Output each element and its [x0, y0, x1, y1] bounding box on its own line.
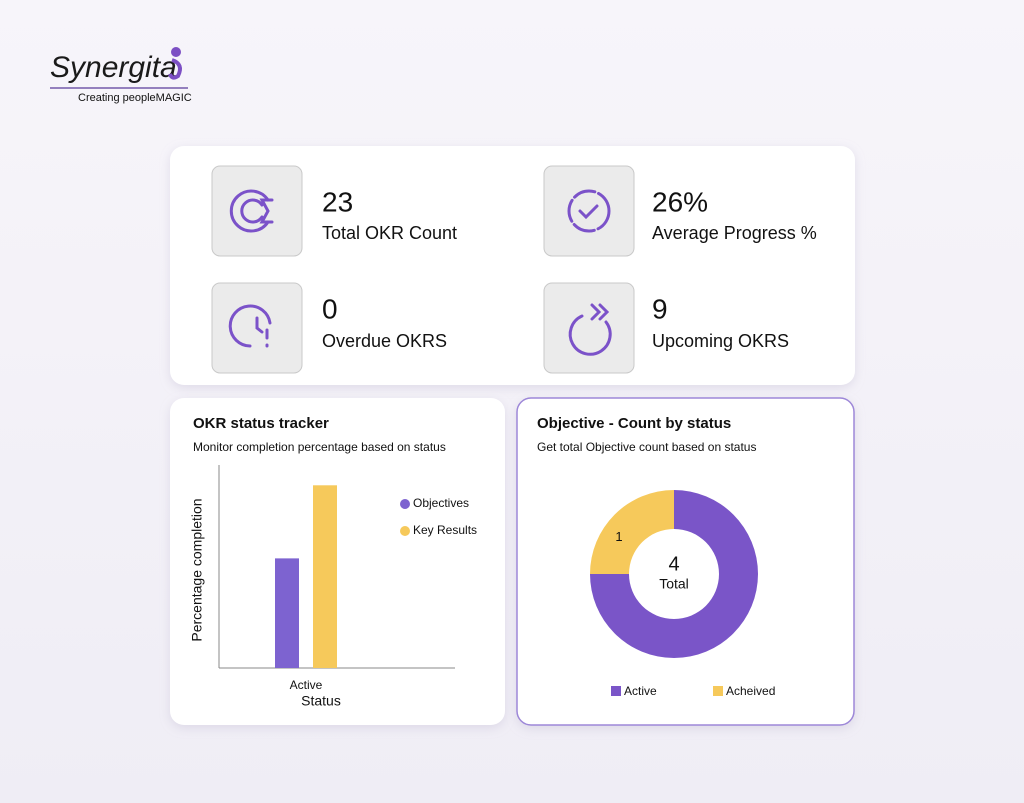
chart-subtitle: Get total Objective count based on statu… — [537, 440, 756, 454]
center-label: Total — [659, 576, 689, 592]
center-value: 4 — [668, 553, 679, 575]
icon-box — [543, 165, 635, 257]
logo-tagline: Creating peopleMAGIC — [78, 92, 192, 104]
legend-swatch — [400, 526, 410, 536]
chart-title: Objective - Count by status — [537, 415, 731, 432]
icon-progress — [567, 189, 611, 233]
legend-label: Acheived — [726, 684, 775, 698]
chart-card — [516, 397, 855, 726]
stat-value: 0 — [322, 293, 338, 324]
x-tick-label: Active — [290, 678, 323, 692]
icon-overdue — [255, 316, 264, 334]
legend-label: Active — [624, 684, 657, 698]
icon-sigma — [240, 198, 264, 224]
bar — [313, 485, 337, 668]
donut-slice — [590, 490, 674, 574]
legend-swatch — [400, 499, 410, 509]
legend-label: Objectives — [413, 496, 469, 510]
logo-mark — [168, 58, 182, 80]
icon-sigma — [259, 198, 274, 224]
bar — [275, 558, 299, 668]
logo-mark — [171, 47, 181, 57]
stat-value: 26% — [652, 186, 708, 217]
stat-value: 23 — [322, 186, 353, 217]
icon-box — [543, 282, 635, 374]
stat-label: Average Progress % — [652, 223, 817, 243]
y-axis-label: Percentage completion — [189, 498, 205, 641]
logo-name: Synergita — [50, 51, 177, 84]
legend-swatch — [713, 686, 723, 696]
chart-subtitle: Monitor completion percentage based on s… — [193, 440, 446, 454]
icon-upcoming — [590, 303, 610, 321]
legend-swatch — [611, 686, 621, 696]
stat-label: Upcoming OKRS — [652, 331, 789, 351]
icon-upcoming — [568, 314, 612, 356]
data-label: 1 — [615, 529, 622, 544]
legend-label: Key Results — [413, 523, 477, 537]
stat-label: Total OKR Count — [322, 223, 457, 243]
x-axis-label: Status — [301, 693, 341, 709]
chart-card — [170, 398, 505, 725]
stat-label: Overdue OKRS — [322, 331, 447, 351]
stat-value: 9 — [652, 293, 668, 324]
stats-card — [170, 146, 855, 385]
donut-slice — [590, 490, 758, 658]
icon-box — [211, 165, 303, 257]
icon-sigma — [229, 189, 270, 233]
icon-progress — [578, 204, 599, 220]
icon-overdue — [228, 304, 272, 348]
chart-title: OKR status tracker — [193, 415, 329, 432]
